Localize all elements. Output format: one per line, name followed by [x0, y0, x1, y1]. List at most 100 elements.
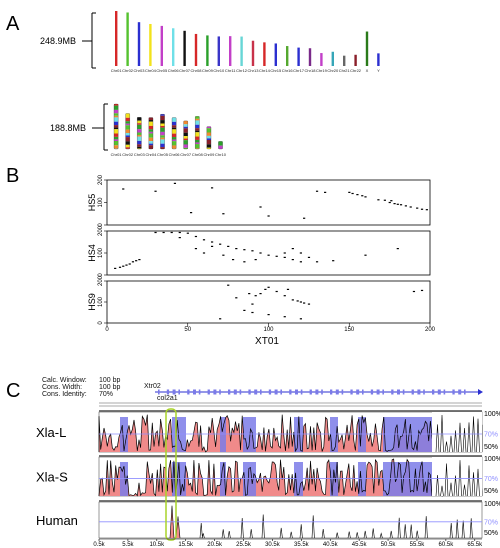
dotplot-point — [303, 217, 306, 219]
exon-block — [198, 389, 201, 395]
exon-block — [362, 389, 364, 395]
dotplot-point — [315, 190, 319, 192]
gene-track-chrom-label: Xtr02 — [144, 383, 161, 390]
vista-x-tick-label: 60.5k — [439, 542, 455, 548]
vista-y-tick-label: 100% — [484, 411, 500, 418]
genome1-chromosome-label: Chr22 — [350, 68, 362, 73]
genome1-chromosome-bar — [297, 47, 300, 66]
vista-track-label: Xla-L — [36, 425, 66, 440]
dotplot-point — [307, 256, 311, 258]
dotplot-hs9: 0 100 200 HS9 — [87, 275, 431, 325]
dotplot-point — [299, 252, 302, 254]
dotplot-point — [235, 297, 238, 299]
vista-x-tick-label: 0.5k — [93, 542, 105, 548]
conservation-peak — [471, 416, 476, 453]
exon-block — [219, 389, 221, 395]
dotplot-point — [412, 290, 416, 293]
genome1-chromosome-label: Chr10 — [213, 68, 225, 73]
dotplot-point — [189, 212, 193, 214]
conservation-peak — [409, 524, 413, 539]
genome2-chromosome-label: Chr05 — [157, 152, 169, 157]
vista-track-human: Human 100% 70% 50% — [36, 500, 500, 539]
exon-conservation-area — [120, 462, 128, 496]
exon-block — [213, 389, 217, 395]
exon-block — [443, 389, 446, 395]
genome1-chromosome-label: Chr11 — [225, 68, 236, 73]
conservation-peak — [335, 532, 339, 539]
conserved-element-highlight — [165, 408, 177, 541]
genome2-chromosome-label: Chr09 — [203, 152, 215, 157]
dotplot-point — [178, 231, 181, 234]
dotplot-point — [396, 203, 399, 205]
vista-x-tick-label: 10.5k — [149, 542, 165, 548]
cons-width-label: Cons. Width: — [42, 384, 82, 391]
vista-track-label: Human — [36, 513, 78, 528]
y-tick-label: 100 — [98, 296, 104, 307]
conservation-peak — [355, 532, 359, 539]
exon-block — [356, 389, 360, 395]
dotplot-point — [420, 208, 424, 210]
dotplot-point — [254, 295, 257, 297]
cons-identity-label: Cons. Identity: — [42, 391, 87, 398]
vista-track-xla-s: Xla-S 100% 70% 50% — [36, 455, 500, 498]
conservation-peak — [476, 418, 480, 453]
dotplot-point — [138, 259, 141, 261]
exon-block — [382, 389, 384, 395]
dotplot-point — [202, 239, 206, 241]
conservation-peak — [444, 441, 449, 453]
dotplot-point — [227, 245, 230, 247]
conservation-peak — [440, 415, 444, 453]
dotplot-point — [154, 190, 157, 192]
dotplot-point — [291, 299, 294, 301]
dotplot-point — [420, 289, 424, 292]
conservation-peak — [440, 485, 444, 497]
conservation-peak — [444, 463, 449, 497]
exon-conservation-area — [172, 417, 186, 452]
exon-block — [193, 389, 196, 395]
exon-block — [350, 389, 353, 395]
dotplot-point — [264, 288, 267, 290]
genome1-chromosome-label: Chr06 — [168, 68, 180, 73]
genome2-chromosome-bar — [183, 120, 188, 150]
exon-block — [321, 389, 323, 395]
y-tick-label: 200 — [98, 225, 104, 236]
genome1-chromosome-bar — [137, 22, 141, 66]
exon-block — [166, 389, 170, 395]
dotplot-y-label: HS5 — [87, 194, 97, 212]
genome1-chromosome-label: Chr17 — [293, 68, 305, 73]
exon-block — [315, 389, 319, 395]
conservation-peak — [311, 515, 315, 539]
vista-x-tick-label: 45.5k — [352, 542, 368, 548]
exon-block — [370, 389, 374, 395]
genome2-size-bracket: 188.8MB — [50, 103, 108, 151]
vista-x-tick-label: 35.5k — [294, 542, 310, 548]
conservation-peak — [424, 516, 428, 539]
genome1-chromosome-label: Chr03 — [134, 68, 146, 73]
dotplot-point — [404, 205, 407, 207]
conservation-peak — [227, 531, 231, 539]
conservation-curve — [98, 458, 483, 498]
exon-block — [300, 389, 303, 395]
panel-label-b: B — [6, 165, 19, 187]
conservation-peak — [379, 532, 383, 539]
conservation-peak — [458, 422, 462, 453]
dotplot-frame — [106, 230, 431, 276]
dotplot-point — [377, 199, 380, 201]
genome2-chromosome-label: Chr07 — [180, 152, 192, 157]
calc-window-label: Calc. Window: — [42, 377, 87, 384]
genome1-chromosome-label: Chr04 — [145, 68, 157, 73]
conservation-peak — [467, 422, 471, 453]
exon-block — [187, 389, 190, 395]
genome2-chromosome-bar — [195, 116, 200, 150]
dotplot-point — [118, 266, 122, 268]
exon-block — [341, 389, 344, 395]
conservation-peak — [397, 517, 401, 539]
genome2-chromosome-bar — [148, 117, 154, 150]
y-tick-label: 200 — [98, 174, 104, 185]
conservation-peak — [462, 427, 467, 453]
genome1-chromosome-label: Chr16 — [282, 68, 294, 73]
exon-block — [268, 389, 272, 395]
dotplot-point — [162, 231, 165, 234]
exon-block — [178, 389, 180, 395]
